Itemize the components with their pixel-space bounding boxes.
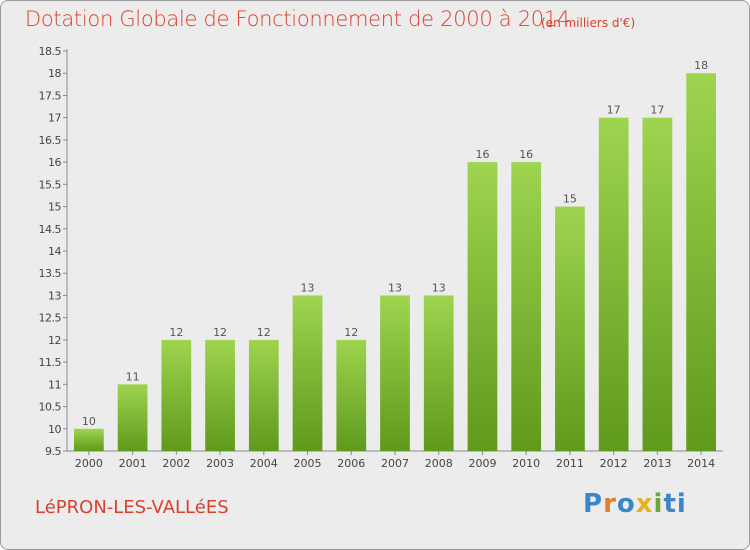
x-tick-label: 2011 xyxy=(556,457,584,470)
data-label: 18 xyxy=(694,59,708,72)
y-tick-label: 12 xyxy=(48,334,61,347)
data-label: 12 xyxy=(169,326,183,339)
logo-letter: ti xyxy=(663,489,687,519)
chart-subtitle: (en milliers d'€) xyxy=(541,16,636,30)
bar xyxy=(555,206,585,451)
data-label: 17 xyxy=(650,104,664,117)
y-tick-label: 16.5 xyxy=(39,134,62,147)
y-tick-label: 13 xyxy=(48,289,61,302)
logo-letter: o xyxy=(616,489,636,519)
y-tick-label: 11 xyxy=(48,378,61,391)
x-tick-label: 2002 xyxy=(162,457,190,470)
bar xyxy=(161,339,192,451)
x-tick-label: 2007 xyxy=(381,457,409,470)
x-tick-label: 2000 xyxy=(75,457,103,470)
bar xyxy=(642,117,673,452)
data-label: 12 xyxy=(344,326,358,339)
x-tick-label: 2003 xyxy=(206,457,234,470)
data-label: 11 xyxy=(126,370,140,383)
y-tick-label: 14.5 xyxy=(39,223,62,236)
x-tick-label: 2010 xyxy=(512,457,540,470)
bar xyxy=(248,339,279,451)
data-label: 16 xyxy=(519,148,533,161)
y-tick-label: 14 xyxy=(48,245,61,258)
y-tick-label: 18 xyxy=(48,67,61,80)
x-tick-label: 2014 xyxy=(687,457,715,470)
x-tick-label: 2001 xyxy=(119,457,147,470)
y-tick-label: 17.5 xyxy=(39,89,62,102)
y-tick-label: 11.5 xyxy=(39,356,62,369)
logo-letter: P xyxy=(583,489,604,519)
bar xyxy=(336,339,367,451)
y-tick-label: 17 xyxy=(48,112,61,125)
x-tick-label: 2006 xyxy=(337,457,365,470)
x-tick-label: 2004 xyxy=(250,457,278,470)
y-tick-label: 10 xyxy=(48,423,61,436)
data-label: 12 xyxy=(257,326,271,339)
y-tick-label: 10.5 xyxy=(39,401,62,414)
x-tick-label: 2008 xyxy=(425,457,453,470)
logo-letter: r xyxy=(603,489,617,519)
data-label: 15 xyxy=(563,193,577,206)
data-label: 10 xyxy=(82,415,96,428)
bar xyxy=(117,384,148,451)
data-label: 16 xyxy=(475,148,489,161)
data-label: 12 xyxy=(213,326,227,339)
bar xyxy=(380,295,410,451)
x-tick-label: 2013 xyxy=(643,457,671,470)
x-tick-label: 2012 xyxy=(600,457,628,470)
y-tick-label: 12.5 xyxy=(39,312,62,325)
data-label: 13 xyxy=(432,281,446,294)
data-label: 13 xyxy=(388,281,402,294)
bar xyxy=(686,73,717,451)
data-label: 13 xyxy=(301,281,315,294)
bar xyxy=(511,162,542,451)
data-label: 17 xyxy=(607,104,621,117)
logo-letter: i xyxy=(653,489,664,519)
bar xyxy=(467,162,498,451)
bar xyxy=(423,295,454,451)
y-tick-label: 15.5 xyxy=(39,178,62,191)
bar xyxy=(292,295,323,451)
y-tick-label: 9.5 xyxy=(45,445,61,458)
y-tick-label: 15 xyxy=(48,201,61,214)
y-tick-label: 16 xyxy=(48,156,61,169)
x-tick-label: 2005 xyxy=(294,457,322,470)
y-tick-label: 13.5 xyxy=(39,267,62,280)
bar xyxy=(205,339,235,451)
place-name: LéPRON-LES-VALLéES xyxy=(35,497,229,518)
logo-letter: x xyxy=(635,489,654,519)
x-tick-label: 2009 xyxy=(468,457,496,470)
bar xyxy=(73,428,104,451)
bar xyxy=(598,117,629,452)
y-tick-label: 18.5 xyxy=(39,45,62,58)
proxiti-logo[interactable]: Proxiti xyxy=(583,489,687,519)
chart-title: Dotation Globale de Fonctionnement de 20… xyxy=(25,7,570,31)
